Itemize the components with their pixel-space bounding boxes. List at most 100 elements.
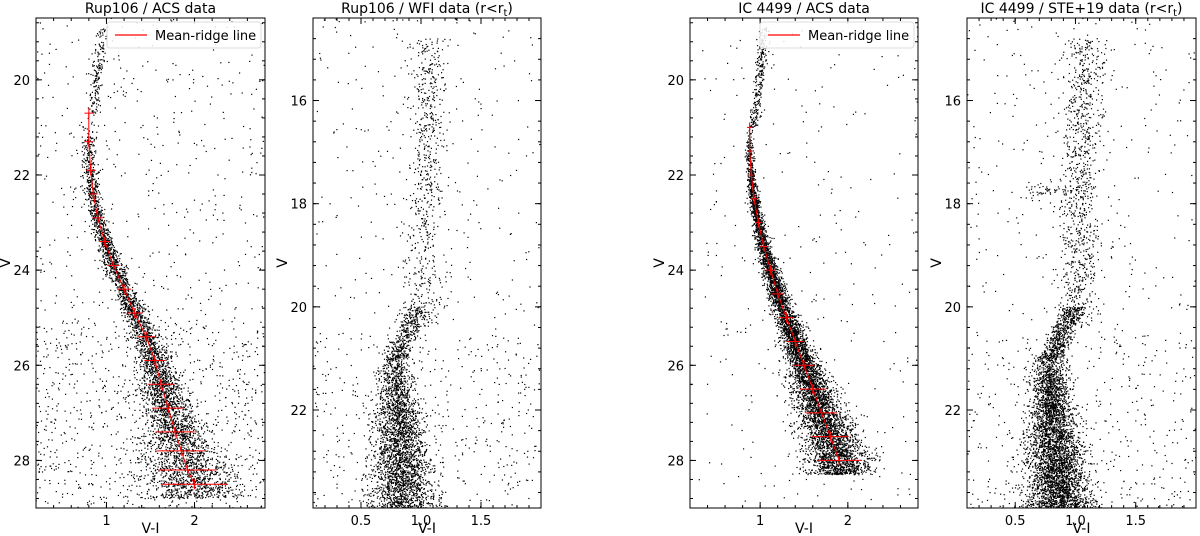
star-point xyxy=(152,476,154,478)
star-point xyxy=(171,436,174,438)
star-point xyxy=(95,474,97,476)
star-point xyxy=(189,229,191,231)
star-point xyxy=(38,431,40,434)
star-point xyxy=(112,406,114,408)
star-point xyxy=(37,77,39,80)
star-point xyxy=(190,465,192,467)
star-point xyxy=(175,415,177,417)
star-point xyxy=(220,467,222,469)
star-point xyxy=(189,379,191,381)
star-point xyxy=(175,351,177,353)
star-point xyxy=(175,393,177,395)
star-point xyxy=(245,403,247,405)
star-point xyxy=(223,461,225,463)
star-point xyxy=(224,495,227,497)
star-point xyxy=(245,389,247,391)
star-point xyxy=(139,442,141,444)
star-point xyxy=(172,386,175,388)
star-point xyxy=(71,470,73,473)
star-point xyxy=(77,320,79,322)
star-point xyxy=(221,485,223,487)
star-point xyxy=(145,351,147,353)
star-point xyxy=(136,388,138,391)
star-point xyxy=(157,481,159,483)
star-point xyxy=(190,425,192,427)
star-point xyxy=(148,369,151,371)
star-point xyxy=(98,455,100,457)
star-point xyxy=(164,411,166,413)
star-point xyxy=(99,169,101,171)
star-point xyxy=(113,249,115,252)
star-point xyxy=(145,371,148,373)
star-point xyxy=(204,400,206,402)
star-point xyxy=(225,284,227,286)
star-point xyxy=(156,177,158,179)
star-point xyxy=(94,324,96,326)
star-point xyxy=(70,186,72,188)
star-point xyxy=(146,328,148,330)
star-point xyxy=(88,73,90,75)
star-point xyxy=(110,271,112,273)
star-point xyxy=(147,318,150,320)
star-point xyxy=(138,340,140,342)
star-point xyxy=(186,398,188,400)
star-point xyxy=(83,191,85,194)
star-point xyxy=(88,483,90,486)
star-point xyxy=(183,435,185,437)
star-point xyxy=(155,409,157,411)
star-point xyxy=(81,136,83,138)
star-point xyxy=(69,133,71,135)
star-point xyxy=(153,382,155,384)
star-point xyxy=(171,481,173,483)
star-point xyxy=(116,271,118,273)
star-point xyxy=(224,485,226,487)
star-point xyxy=(91,174,93,176)
star-point xyxy=(179,134,181,136)
star-point xyxy=(206,487,208,489)
star-point xyxy=(89,210,91,212)
star-point xyxy=(161,391,164,393)
star-point xyxy=(157,452,159,454)
star-point xyxy=(173,418,175,420)
star-point xyxy=(112,245,114,247)
star-point xyxy=(148,427,150,429)
star-point xyxy=(86,392,88,394)
star-point xyxy=(166,381,168,383)
star-point xyxy=(225,482,227,484)
star-point xyxy=(108,235,110,238)
star-point xyxy=(91,142,93,144)
star-point xyxy=(143,334,146,337)
star-point xyxy=(122,290,124,292)
star-point xyxy=(200,482,202,484)
star-point xyxy=(153,378,155,380)
star-point xyxy=(168,224,170,226)
star-point xyxy=(124,336,126,338)
star-point xyxy=(190,479,192,481)
star-point xyxy=(90,233,92,235)
star-point xyxy=(139,389,141,391)
star-point xyxy=(176,452,178,454)
star-point xyxy=(217,421,219,423)
star-point xyxy=(155,451,157,453)
star-point xyxy=(49,456,51,458)
star-point xyxy=(56,449,58,451)
star-point xyxy=(228,480,230,482)
star-point xyxy=(143,477,145,479)
star-point xyxy=(95,78,97,80)
star-point xyxy=(116,266,118,268)
star-point xyxy=(189,434,191,436)
star-point xyxy=(48,439,50,441)
star-point xyxy=(102,29,104,31)
star-point xyxy=(186,425,188,427)
star-point xyxy=(158,399,160,401)
star-point xyxy=(44,501,47,503)
star-point xyxy=(153,419,155,421)
star-point xyxy=(128,304,130,307)
star-point xyxy=(161,461,163,463)
star-point xyxy=(62,320,64,322)
star-point xyxy=(222,212,224,214)
star-point xyxy=(152,437,155,439)
star-point xyxy=(90,181,92,183)
star-point xyxy=(121,289,123,291)
star-point xyxy=(254,256,256,258)
